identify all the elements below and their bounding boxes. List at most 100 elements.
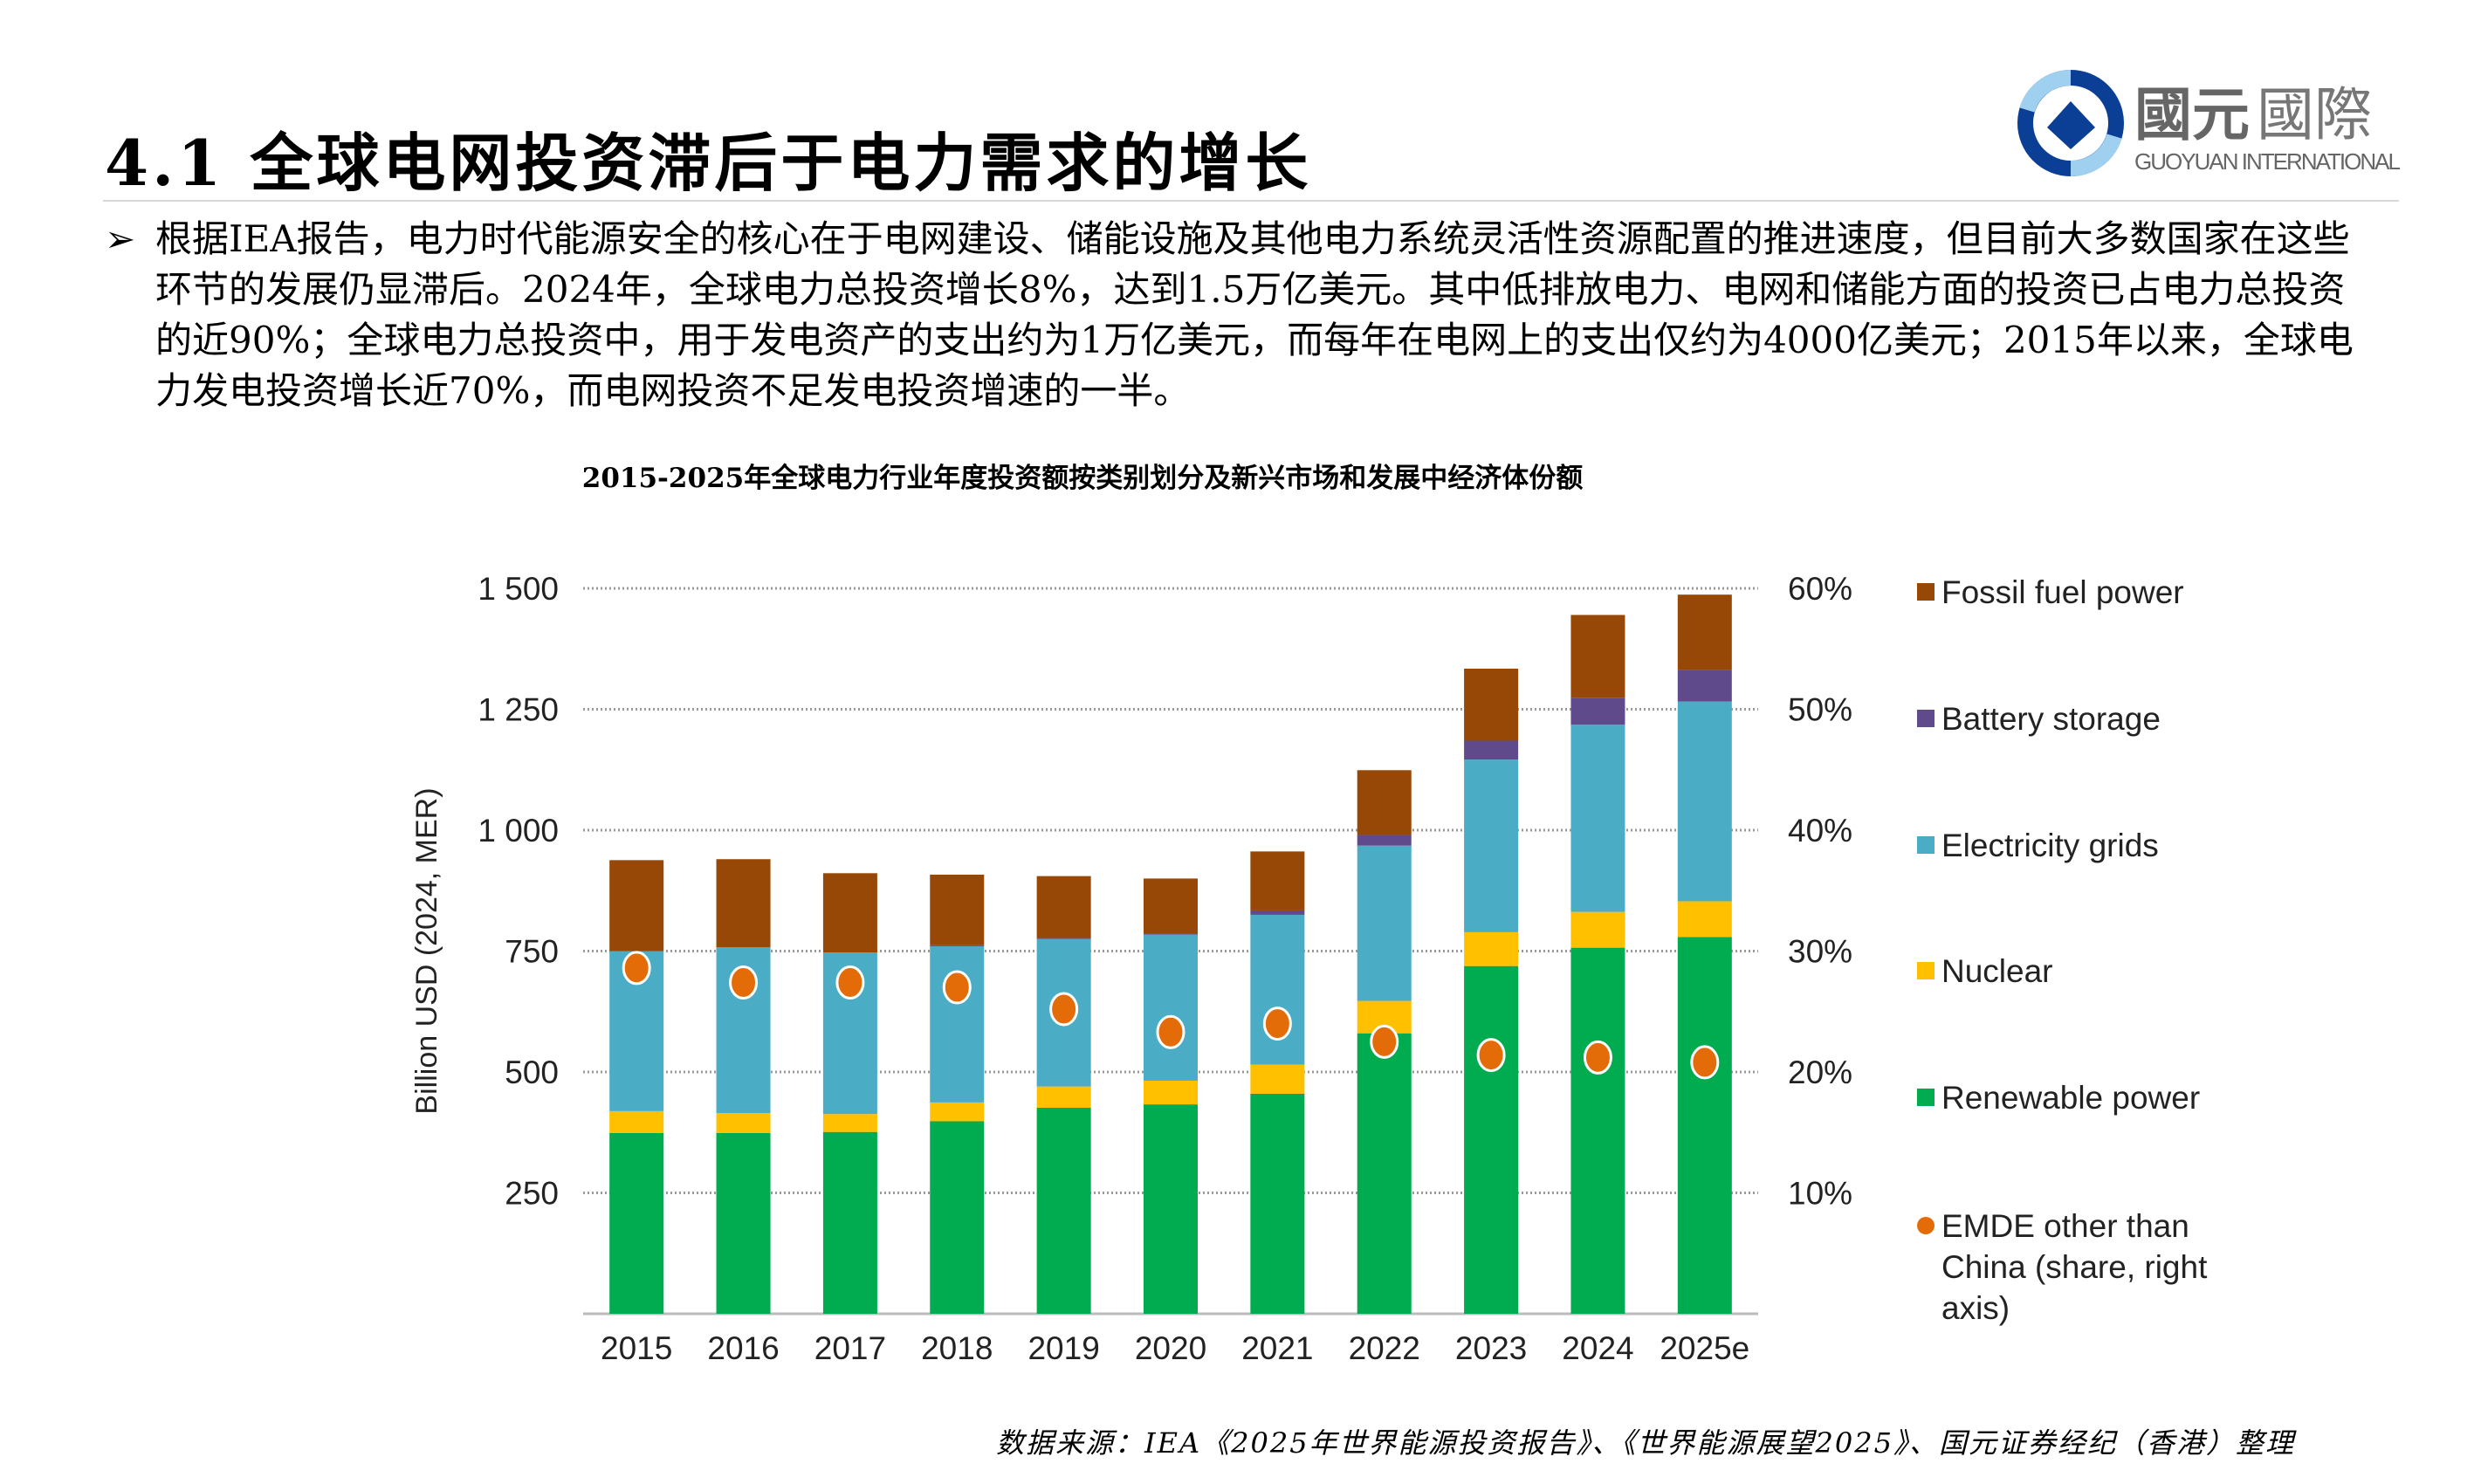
y2-tick-label: 40% [1788, 813, 1852, 848]
bar-segment [609, 1110, 664, 1133]
bar-segment [822, 1131, 877, 1314]
y-tick-label: 1 500 [478, 571, 559, 607]
bar-segment [1250, 910, 1305, 915]
bar-segment [1570, 697, 1625, 725]
share-point [729, 965, 759, 1000]
y-tick-label: 500 [505, 1055, 559, 1090]
y-tick-label: 1 250 [478, 692, 559, 728]
svg-text:國元: 國元 [2134, 81, 2250, 148]
bar-segment [1570, 911, 1625, 948]
y2-tick-label: 60% [1788, 571, 1852, 607]
legend-label: Fossil fuel power [1941, 574, 2184, 610]
chart-title: 2015-2025年全球电力行业年度投资额按类别划分及新兴市场和发展中经济体份额 [581, 463, 1584, 494]
bar-segment [930, 874, 985, 945]
title-divider [103, 200, 2399, 202]
summary-text: 根据IEA报告，电力时代能源安全的核心在于电网建设、储能设施及其他电力系统灵活性… [155, 217, 2354, 412]
share-point [1156, 1014, 1185, 1049]
bar-segment [1144, 1104, 1198, 1314]
x-tick-label: 2020 [1135, 1330, 1206, 1366]
bullet-arrow-icon: ➢ [105, 217, 136, 260]
bar-segment [1357, 770, 1412, 835]
legend-swatch [1917, 583, 1935, 601]
bar-segment [1250, 914, 1305, 1065]
bar-segment [1357, 845, 1412, 1001]
bar-segment [1677, 937, 1732, 1314]
share-point [1370, 1024, 1399, 1059]
x-tick-label: 2021 [1241, 1330, 1313, 1366]
bar-segment [1036, 1086, 1091, 1108]
page-title: 4.1 全球电网投资滞后于电力需求的增长 [105, 126, 1312, 200]
bar-segment [1144, 934, 1198, 1081]
bar-segment [1036, 876, 1091, 938]
bar-segment [1036, 938, 1091, 939]
bar-segment [1464, 931, 1519, 966]
legend-label: China (share, right [1941, 1249, 2208, 1285]
bar-segment [1677, 594, 1732, 670]
y-axis-label: Billion USD (2024, MER) [410, 787, 443, 1114]
bar-segment [1250, 1064, 1305, 1094]
legend-label: EMDE other than [1941, 1208, 2189, 1244]
bar-segment [609, 1132, 664, 1314]
share-point [1049, 992, 1079, 1027]
legend-swatch [1917, 1089, 1935, 1106]
y2-tick-label: 50% [1788, 692, 1852, 728]
bar-segment [1357, 835, 1412, 846]
legend-label: Renewable power [1941, 1080, 2200, 1116]
legend-swatch [1917, 836, 1935, 854]
bar-segment [1250, 851, 1305, 910]
bar-segment [1036, 1107, 1091, 1314]
legend-label: Battery storage [1941, 701, 2161, 737]
bar-segment [1570, 947, 1625, 1314]
bar-segment [716, 859, 771, 948]
x-tick-label: 2017 [814, 1330, 886, 1366]
bar-segment [716, 1132, 771, 1314]
bar-segment [716, 1113, 771, 1133]
share-point [1690, 1045, 1720, 1080]
bar-segment [1464, 668, 1519, 741]
bar-segment [930, 945, 985, 1103]
x-tick-label: 2022 [1349, 1330, 1420, 1366]
summary-bullet: ➢ 根据IEA报告，电力时代能源安全的核心在于电网建设、储能设施及其他电力系统灵… [105, 214, 2374, 416]
bar-segment [930, 1102, 985, 1122]
bar-segment [1677, 670, 1732, 702]
svg-text:國際: 國際 [2257, 81, 2372, 148]
share-point [835, 965, 865, 1000]
x-tick-label: 2015 [601, 1330, 672, 1366]
bar-segment [1464, 965, 1519, 1314]
y-tick-label: 1 000 [478, 813, 559, 848]
share-point [1262, 1007, 1292, 1041]
legend-label: Nuclear [1941, 953, 2053, 989]
data-source: 数据来源：IEA《2025年世界能源投资报告》、《世界能源展望2025》、国元证… [996, 1426, 2295, 1460]
bar-segment [609, 860, 664, 952]
bar-segment [1570, 725, 1625, 912]
share-point [942, 970, 972, 1005]
x-tick-label: 2024 [1562, 1330, 1633, 1366]
x-tick-label: 2019 [1027, 1330, 1099, 1366]
y2-tick-label: 20% [1788, 1055, 1852, 1090]
share-point [1476, 1038, 1506, 1073]
legend-label: Electricity grids [1941, 828, 2159, 863]
legend-swatch [1917, 962, 1935, 979]
legend-swatch [1917, 1217, 1935, 1234]
bar-segment [1144, 878, 1198, 934]
y2-tick-label: 10% [1788, 1176, 1852, 1212]
bar-segment [1677, 901, 1732, 938]
guoyuan-logo: 國元 國際 GUOYUAN INTERNATIONAL [2017, 69, 2401, 177]
x-tick-label: 2025e [1660, 1330, 1749, 1366]
y-tick-label: 750 [505, 934, 559, 970]
share-point [1583, 1040, 1612, 1075]
x-tick-label: 2023 [1455, 1330, 1527, 1366]
bar-segment [822, 1114, 877, 1132]
bar-segment [1144, 933, 1198, 935]
legend-swatch [1917, 710, 1935, 727]
y2-tick-label: 30% [1788, 934, 1852, 970]
legend-label: axis) [1941, 1290, 2010, 1326]
svg-text:GUOYUAN INTERNATIONAL: GUOYUAN INTERNATIONAL [2134, 148, 2401, 175]
x-tick-label: 2018 [921, 1330, 993, 1366]
bar-segment [1464, 740, 1519, 760]
bar-segment [1357, 1033, 1412, 1314]
bar-segment [822, 873, 877, 953]
bar-segment [1570, 615, 1625, 698]
bar-segment [1677, 701, 1732, 902]
